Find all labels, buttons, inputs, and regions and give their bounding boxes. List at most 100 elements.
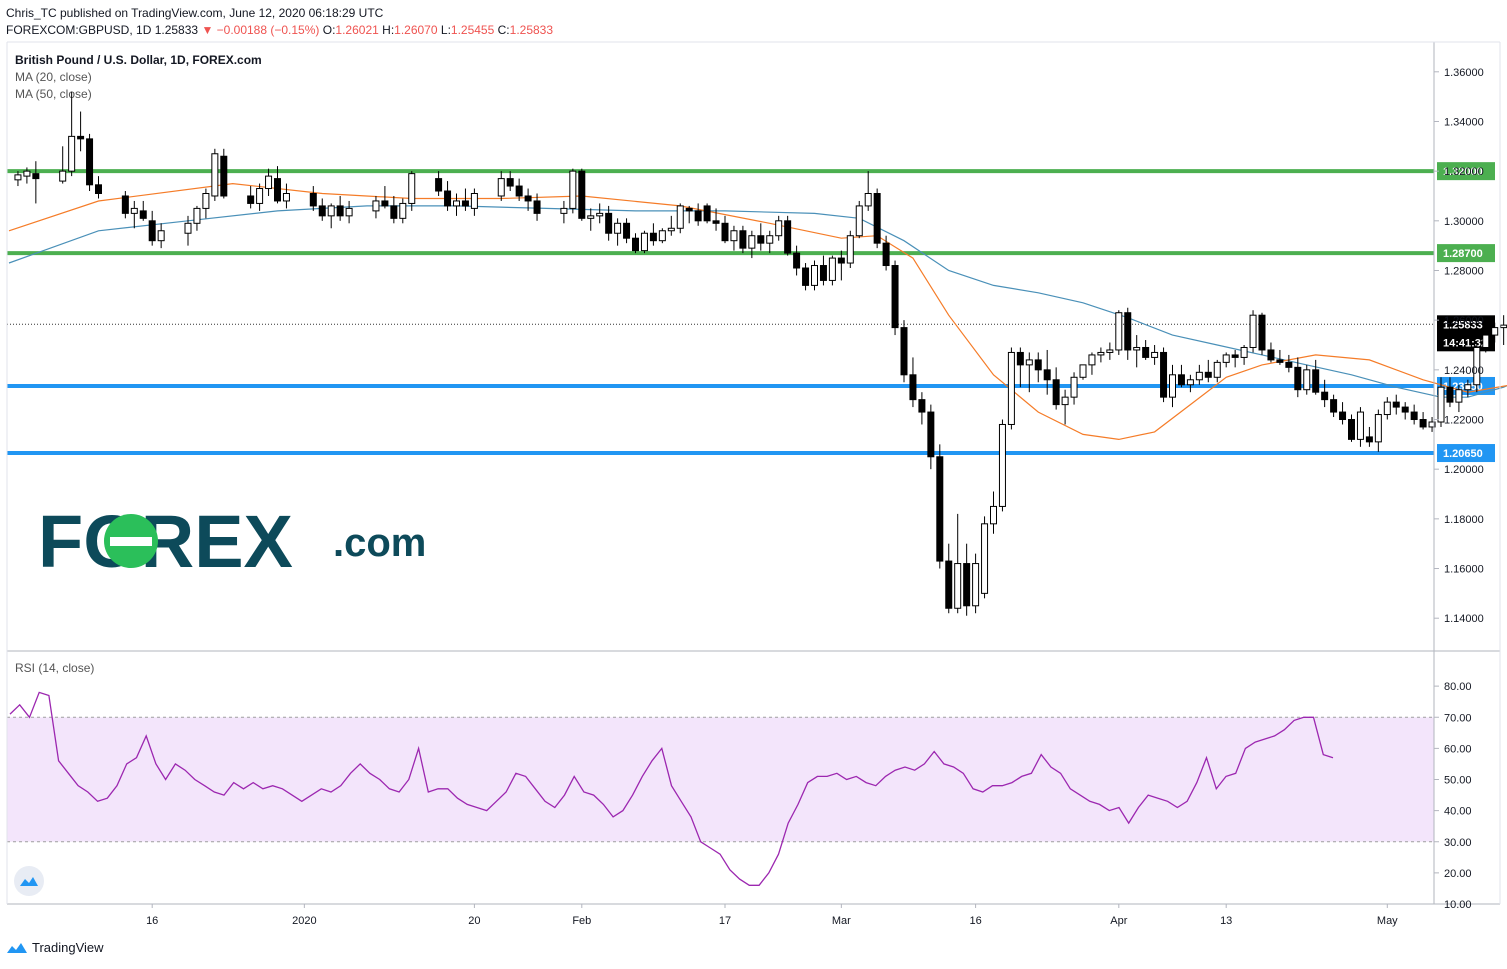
candle: [130, 200, 138, 229]
ma20-legend[interactable]: MA (20, close): [15, 70, 92, 84]
candle: [1455, 384, 1463, 413]
candle-up-body: [470, 193, 478, 209]
ma50-legend[interactable]: MA (50, close): [15, 87, 92, 101]
candle: [1079, 364, 1087, 380]
candle-down-body: [1365, 436, 1373, 443]
candle-down-body: [32, 173, 40, 180]
candle: [640, 230, 648, 254]
candle: [435, 171, 443, 196]
candle-down-body: [77, 135, 85, 140]
price-chart[interactable]: 1.320001.287001.233501.206501.2583314:41…: [0, 0, 1507, 935]
rsi-legend[interactable]: RSI (14, close): [15, 661, 95, 675]
candle: [1142, 340, 1150, 360]
candle-down-body: [148, 220, 156, 242]
candle: [649, 223, 657, 246]
time-tick-label: 16: [969, 915, 981, 927]
candle: [1240, 345, 1248, 365]
candle: [32, 161, 40, 204]
rsi-series: [9, 691, 1334, 886]
candle-up-body: [560, 207, 568, 214]
candle-down-body: [1177, 374, 1185, 386]
candle-up-body: [1007, 351, 1015, 425]
candle-up-body: [1473, 346, 1481, 386]
resistance-price-label: 1.28700: [1443, 248, 1483, 260]
candle: [139, 200, 147, 221]
candle-down-body: [435, 178, 443, 192]
candle-down-body: [444, 190, 452, 207]
candle-down-body: [873, 193, 881, 244]
candle-down-body: [936, 456, 944, 562]
candle-up-body: [1356, 411, 1364, 440]
candle-down-body: [891, 265, 899, 329]
candle-down-body: [1142, 346, 1150, 358]
candle: [819, 255, 827, 286]
candle-down-body: [1052, 379, 1060, 406]
candle-up-body: [1213, 361, 1221, 378]
candle-up-body: [399, 202, 407, 219]
candle-down-body: [1401, 406, 1409, 413]
tradingview-footer[interactable]: TradingView: [6, 940, 104, 955]
candle: [900, 320, 908, 383]
candle: [1115, 310, 1123, 355]
candle-up-body: [1500, 324, 1507, 329]
candle-down-body: [1392, 401, 1400, 408]
candle: [1213, 359, 1221, 383]
candle-up-body: [345, 207, 353, 217]
rsi-line: [9, 691, 1334, 886]
close-label: C:: [497, 23, 510, 37]
candle: [712, 208, 720, 231]
candle-up-body: [1079, 364, 1087, 378]
price-tick-label: 1.14000: [1444, 613, 1484, 625]
header: Chris_TC published on TradingView.com, J…: [6, 5, 553, 39]
candle: [265, 168, 273, 196]
candle: [775, 215, 783, 241]
candle: [211, 148, 219, 201]
resistance-price-tag: [1437, 244, 1495, 263]
candle: [1088, 352, 1096, 375]
low-label: L:: [440, 23, 451, 37]
candle: [1401, 402, 1409, 420]
candle: [963, 543, 971, 616]
candle-down-body: [963, 563, 971, 607]
candle-down-body: [515, 185, 523, 197]
candle-up-body: [68, 135, 76, 172]
candle: [632, 233, 639, 254]
candle-up-body: [990, 505, 997, 525]
candle: [1428, 417, 1436, 432]
candle: [1070, 372, 1078, 405]
candle: [1312, 359, 1320, 395]
candle: [882, 235, 890, 271]
candle: [256, 183, 264, 211]
candle-up-body: [157, 230, 165, 242]
candle-down-body: [793, 252, 801, 269]
resistance-price-label: 1.32000: [1443, 166, 1483, 178]
candle: [1276, 349, 1284, 365]
candle: [981, 516, 989, 599]
watermark-suffix: .com: [333, 521, 426, 565]
candle: [587, 208, 595, 231]
candle: [23, 167, 31, 184]
candle: [811, 260, 818, 291]
watermark-o-bar: [110, 537, 152, 546]
resistance-price-tag: [1437, 162, 1495, 181]
candle: [623, 218, 631, 244]
price-tick-label: 1.16000: [1444, 564, 1484, 576]
price-tick-label: 1.32000: [1444, 166, 1484, 178]
candle: [909, 357, 917, 408]
candle-up-body: [1464, 384, 1472, 391]
chart-legend: British Pound / U.S. Dollar, 1D, FOREX.c…: [15, 52, 262, 103]
candle: [1464, 379, 1472, 398]
candle-down-body: [1124, 312, 1132, 351]
price-tick-label: 1.26000: [1444, 315, 1484, 327]
candle: [1339, 402, 1347, 425]
candle: [998, 419, 1006, 512]
candle-up-body: [864, 193, 872, 207]
low-value: 1.25455: [450, 23, 495, 37]
candle-up-body: [1383, 401, 1391, 416]
candle-down-body: [336, 205, 344, 217]
candle: [1222, 352, 1230, 368]
candle: [1294, 357, 1302, 398]
candle: [1491, 322, 1499, 343]
price-tick-label: 1.20000: [1444, 464, 1484, 476]
candle-up-body: [1169, 374, 1176, 398]
